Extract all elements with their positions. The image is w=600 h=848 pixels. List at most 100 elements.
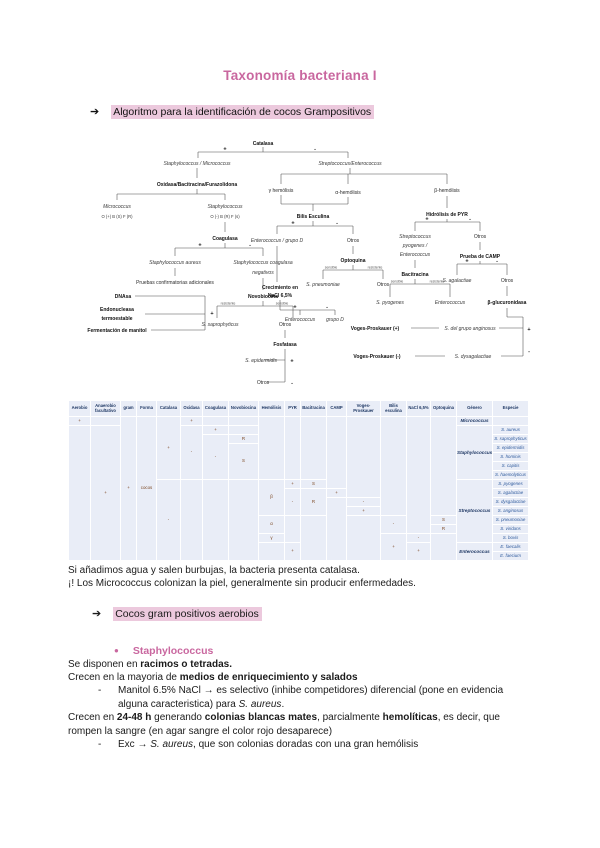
node-enterococcus-grupo-d: Enterococcus / grupo D — [251, 238, 304, 244]
table-cell: - — [202, 434, 229, 480]
table-cell — [180, 479, 203, 561]
bullet-staphylococcus: ● Staphylococcus — [114, 644, 534, 658]
table-cell: + — [90, 425, 121, 561]
table-cell — [300, 515, 327, 561]
table-cell: + — [202, 425, 229, 435]
node-fermentacion: Fermentación de manitol — [87, 328, 147, 334]
table-row: + + cocos + + Micrococcus — [68, 416, 529, 561]
label-sensible: sensible — [276, 302, 289, 306]
table-cell: - — [156, 479, 181, 561]
table-cell: + — [120, 416, 137, 561]
node-strep-pyogenes-entero: Streptococcus — [399, 234, 431, 240]
list-item-exc: - Exc → S. aureus, que son colonias dora… — [98, 738, 534, 751]
table-header-cell: Catalasa — [156, 400, 181, 417]
summary-table: Aerobio Anaerobio facultativo gram Forma Cat… — [68, 400, 529, 561]
table-cell: R — [430, 524, 457, 534]
dash-bullet: - — [98, 685, 102, 697]
table-cell: - — [346, 497, 381, 507]
table-cell — [380, 416, 407, 516]
node-novobiocina: Novobiocina — [248, 294, 278, 300]
node-staphylococcus: Staphylococcus — [207, 204, 243, 210]
table-header-cell: Hemólisis — [258, 400, 285, 417]
table-cell: S. pyogenes — [492, 479, 529, 489]
dash-bullet: - — [98, 738, 102, 750]
paragraph-colonias: Crecen en 24-48 h generando colonias bla… — [68, 712, 500, 737]
table-header-cell: Forma — [136, 400, 157, 417]
table-cell: S. epidermidis — [492, 443, 529, 453]
node-otros: Otros — [257, 380, 270, 386]
minus-sign: - — [528, 349, 530, 355]
table-cell — [326, 497, 347, 561]
table-header-cell: NaCl 6,5% — [406, 400, 431, 417]
table-cell: + — [68, 416, 91, 426]
table-cell — [90, 416, 121, 426]
table-header-cell: Voges-Proskauer — [346, 400, 381, 417]
table-cell: S. capitis — [492, 461, 529, 471]
table-cell: - — [380, 515, 407, 534]
table-cell — [300, 416, 327, 480]
node-otros: Otros — [347, 238, 360, 244]
table-cell — [228, 479, 259, 561]
node-micrococcus: Micrococcus — [103, 204, 131, 210]
table-cell — [258, 416, 285, 480]
table-cell: S. pneumoniae — [492, 515, 529, 525]
table-row: E. faecium — [69, 551, 529, 561]
list-item-manitol: - Manitol 6.5% NaCl → es selectivo (inhi… — [98, 684, 534, 711]
table-cell: + — [346, 506, 381, 516]
minus-sign: - — [326, 305, 328, 311]
table-header-cell: Bacitracina — [300, 400, 327, 417]
minus-sign: - — [469, 217, 471, 223]
table-cell: S. aureus — [492, 425, 529, 435]
minus-sign: - — [314, 147, 316, 153]
minus-sign: - — [496, 259, 498, 265]
table-cell — [202, 479, 229, 561]
node-optoquina: Optoquina — [341, 258, 366, 264]
section-heading-algoritmo: ➔ Algoritmo para la identificación de coc… — [90, 105, 375, 119]
node-bilis-esculina: Bilis Esculina — [297, 214, 330, 220]
table-cell: - — [406, 533, 431, 543]
table-header-cell: Especie — [492, 400, 529, 417]
table-cell — [326, 416, 347, 489]
table-header-cell: Coagulasa — [202, 400, 229, 417]
label-resistente: resistente — [221, 302, 236, 306]
arrow-icon: ➔ — [92, 607, 102, 620]
label-sensible: sensible — [391, 280, 404, 284]
node-catalasa: Catalasa — [253, 141, 274, 147]
node-coagulasa: Coagulasa — [212, 236, 238, 242]
node-otros: Otros — [279, 322, 292, 328]
table-cell — [228, 416, 259, 426]
node-enterococcus: Enterococcus — [285, 317, 316, 323]
table-cell: S. bovis — [492, 533, 529, 543]
table-cell: + — [180, 416, 203, 426]
node-otros: Otros — [474, 234, 487, 240]
table-cell — [258, 542, 285, 561]
table-cell: + — [406, 542, 431, 561]
table-cell: α — [258, 515, 285, 534]
table-cell: R — [300, 488, 327, 516]
subsection-heading-label: Cocos gram positivos aerobios — [113, 606, 262, 621]
table-cell: + — [284, 542, 301, 561]
table-cell — [430, 533, 457, 561]
table-cell: S — [228, 443, 259, 480]
table-cell: β — [258, 479, 285, 516]
node-alfa-hemolisis: α-hemólisis — [335, 190, 361, 196]
node-endonucleasa: termoestable — [101, 316, 132, 322]
label-sensible: sensible — [325, 266, 338, 270]
node-s-aureus: Staphylococcus aureus — [149, 260, 201, 266]
summary-table-head: Aerobio Anaerobio facultativo gram Forma Cat… — [68, 400, 529, 417]
paragraph-medios: Crecen en la mayoria de medios de enriqu… — [68, 671, 358, 683]
node-prueba-camp: Prueba de CAMP — [460, 254, 501, 260]
node-s-anginosus: S. del grupo anginosus — [444, 326, 496, 332]
table-cell: R — [228, 434, 259, 444]
node-s-epidermidis: S. epidermidis — [245, 358, 277, 364]
table-cell — [284, 515, 301, 543]
table-header-cell: PYR — [284, 400, 301, 417]
label-resistente: resistente — [368, 266, 383, 270]
table-cell: γ — [258, 533, 285, 543]
table-cell — [346, 515, 381, 561]
node-strep-pyogenes-entero: Enterococcus — [400, 252, 431, 258]
node-oxidasa: Oxidasa/Bacitracina/Furazolidona — [157, 182, 238, 188]
table-cell: + — [326, 488, 347, 498]
node-beta-hemolisis: β-hemólisis — [434, 188, 460, 194]
